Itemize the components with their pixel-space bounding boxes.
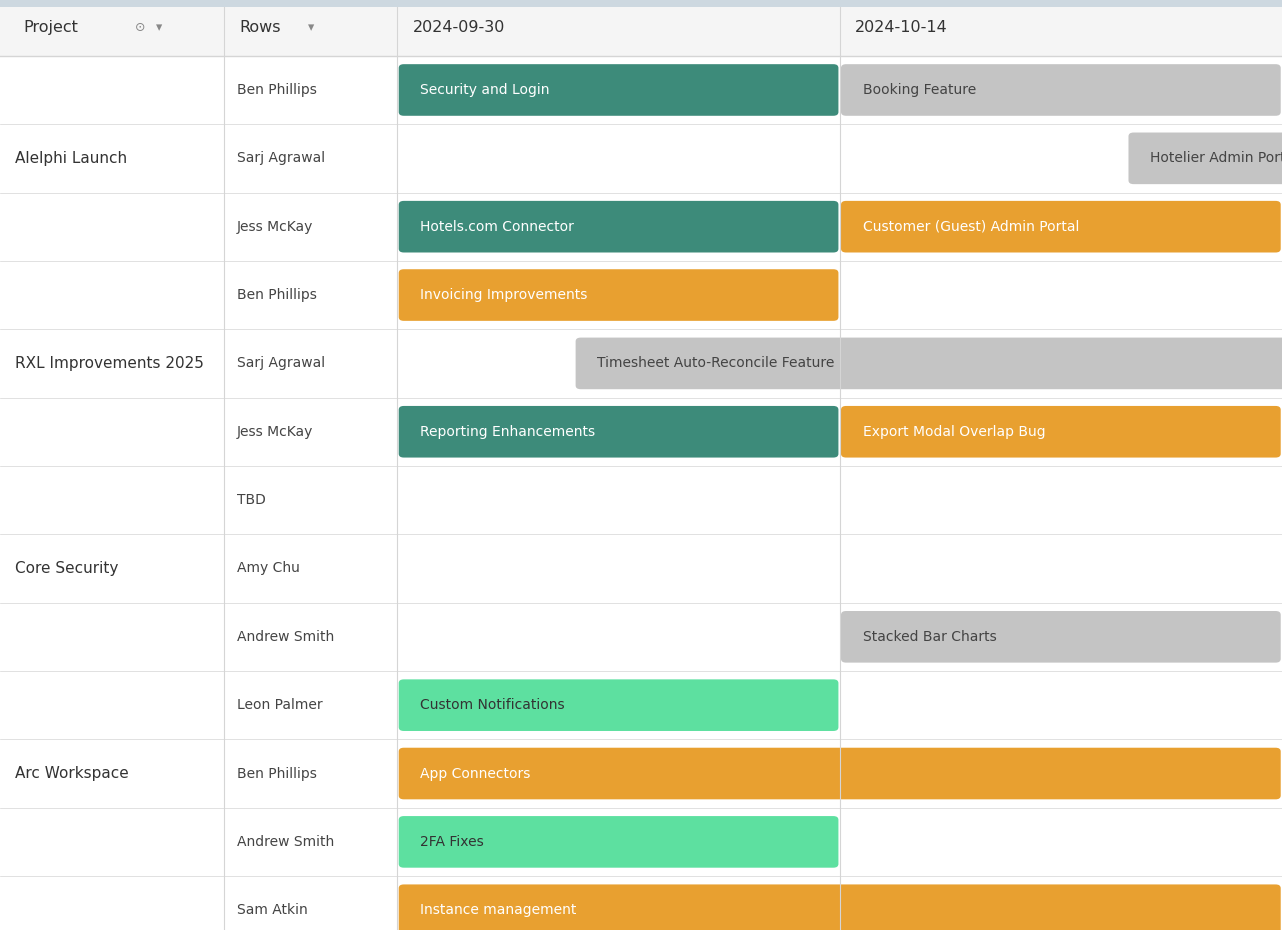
- Text: ▾: ▾: [308, 21, 314, 34]
- Text: Stacked Bar Charts: Stacked Bar Charts: [863, 630, 996, 644]
- Text: Jess McKay: Jess McKay: [237, 219, 314, 233]
- Text: Hotels.com Connector: Hotels.com Connector: [420, 219, 574, 233]
- Text: Leon Palmer: Leon Palmer: [237, 698, 323, 712]
- Text: 2FA Fixes: 2FA Fixes: [420, 835, 485, 849]
- FancyBboxPatch shape: [399, 679, 838, 731]
- Text: Alelphi Launch: Alelphi Launch: [15, 151, 127, 166]
- Text: 2024-09-30: 2024-09-30: [413, 20, 505, 35]
- Text: Ben Phillips: Ben Phillips: [237, 83, 317, 97]
- FancyBboxPatch shape: [399, 817, 838, 868]
- Text: Ben Phillips: Ben Phillips: [237, 288, 317, 302]
- FancyBboxPatch shape: [399, 405, 838, 458]
- Text: Export Modal Overlap Bug: Export Modal Overlap Bug: [863, 425, 1045, 439]
- Text: Hotelier Admin Portal: Hotelier Admin Portal: [1150, 152, 1282, 166]
- Text: Security and Login: Security and Login: [420, 83, 550, 97]
- Text: Custom Notifications: Custom Notifications: [420, 698, 565, 712]
- Text: Andrew Smith: Andrew Smith: [237, 630, 335, 644]
- Text: Rows: Rows: [240, 20, 281, 35]
- Text: Customer (Guest) Admin Portal: Customer (Guest) Admin Portal: [863, 219, 1079, 233]
- Text: ⊙: ⊙: [135, 21, 145, 34]
- Text: ▾: ▾: [156, 21, 163, 34]
- Text: Sarj Agrawal: Sarj Agrawal: [237, 152, 326, 166]
- FancyBboxPatch shape: [841, 64, 1281, 116]
- Text: Booking Feature: Booking Feature: [863, 83, 976, 97]
- FancyBboxPatch shape: [399, 748, 1281, 800]
- FancyBboxPatch shape: [399, 884, 1281, 930]
- Text: App Connectors: App Connectors: [420, 766, 531, 780]
- FancyBboxPatch shape: [399, 201, 838, 253]
- Text: Amy Chu: Amy Chu: [237, 562, 300, 576]
- Text: Ben Phillips: Ben Phillips: [237, 766, 317, 780]
- Text: Timesheet Auto-Reconcile Feature: Timesheet Auto-Reconcile Feature: [597, 356, 835, 370]
- Text: Jess McKay: Jess McKay: [237, 425, 314, 439]
- Text: Instance management: Instance management: [420, 903, 577, 917]
- Text: Project: Project: [23, 20, 78, 35]
- Bar: [0, 0, 1282, 56]
- Text: Core Security: Core Security: [15, 561, 119, 576]
- Text: Andrew Smith: Andrew Smith: [237, 835, 335, 849]
- Text: RXL Improvements 2025: RXL Improvements 2025: [15, 356, 204, 371]
- FancyBboxPatch shape: [576, 338, 1282, 390]
- FancyBboxPatch shape: [399, 64, 838, 116]
- FancyBboxPatch shape: [1128, 133, 1282, 184]
- Bar: [0, 0, 1282, 7]
- FancyBboxPatch shape: [841, 611, 1281, 663]
- Text: TBD: TBD: [237, 493, 267, 507]
- Text: Arc Workspace: Arc Workspace: [15, 766, 129, 781]
- Text: Invoicing Improvements: Invoicing Improvements: [420, 288, 588, 302]
- Text: Sarj Agrawal: Sarj Agrawal: [237, 356, 326, 370]
- FancyBboxPatch shape: [841, 405, 1281, 458]
- Text: 2024-10-14: 2024-10-14: [855, 20, 947, 35]
- FancyBboxPatch shape: [399, 270, 838, 321]
- Text: Sam Atkin: Sam Atkin: [237, 903, 308, 917]
- Text: Reporting Enhancements: Reporting Enhancements: [420, 425, 596, 439]
- FancyBboxPatch shape: [841, 201, 1281, 253]
